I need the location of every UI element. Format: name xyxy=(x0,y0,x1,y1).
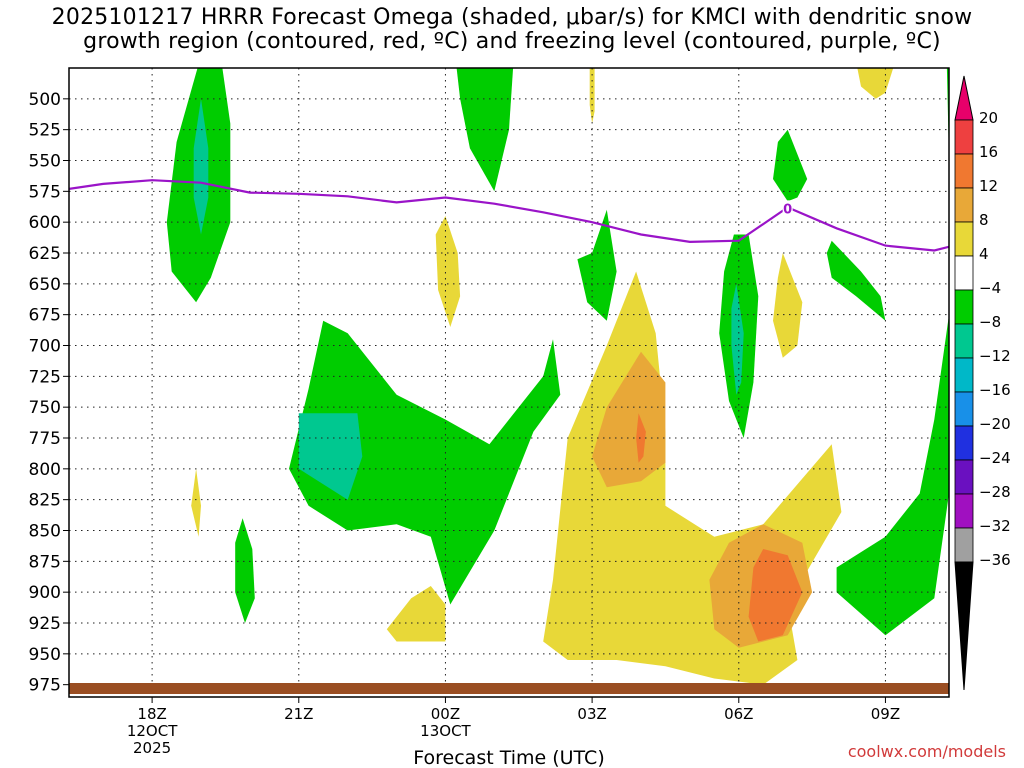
y-tick-label-4: 600 xyxy=(29,213,61,233)
x-axis-label: Forecast Time (UTC) xyxy=(413,747,604,768)
colorbar-label-2: 12 xyxy=(979,177,998,195)
x-tick-label-4: 06Z xyxy=(724,705,753,723)
terrain-ground xyxy=(69,683,949,694)
colorbar-swatch-8 xyxy=(954,391,974,427)
omega-region-16 xyxy=(748,549,803,642)
y-tick-label-15: 875 xyxy=(29,552,61,572)
omega-region-23 xyxy=(386,586,446,642)
colorbar-label-10: −24 xyxy=(979,449,1011,467)
x-tick-label-3: 03Z xyxy=(577,705,606,723)
y-tick-label-12: 800 xyxy=(29,460,61,480)
omega-region-7 xyxy=(826,240,886,321)
y-tick-label-0: 500 xyxy=(29,90,61,110)
omega-region-21 xyxy=(773,253,803,358)
colorbar-swatch-5 xyxy=(954,289,974,325)
x-tick-date-2: 13OCT xyxy=(420,722,471,740)
omega-region-10 xyxy=(836,314,949,636)
omega-region-1 xyxy=(193,98,209,235)
colorbar-label-13: −36 xyxy=(979,551,1011,569)
colorbar-swatch-12 xyxy=(954,527,974,563)
x-tick-date-0: 12OCT xyxy=(127,722,178,740)
colorbar-swatch-4 xyxy=(954,255,974,291)
y-tick-label-9: 725 xyxy=(29,367,61,387)
omega-region-9 xyxy=(298,413,363,500)
y-tick-label-19: 975 xyxy=(29,676,61,696)
y-tick-label-5: 625 xyxy=(29,244,61,264)
credit-text: coolwx.com/models xyxy=(847,742,1006,761)
colorbar-label-11: −28 xyxy=(979,483,1011,501)
omega-region-6 xyxy=(731,283,744,395)
colorbar-label-8: −16 xyxy=(979,381,1011,399)
y-tick-label-6: 650 xyxy=(29,275,61,295)
colorbar-swatch-0 xyxy=(954,119,974,155)
colorbar-label-4: 4 xyxy=(979,245,989,263)
colorbar-swatch-3 xyxy=(954,221,974,257)
x-tick-label-0: 18Z xyxy=(137,705,166,723)
title-line-2: growth region (contoured, red, ºC) and f… xyxy=(83,29,941,54)
chart-title: 2025101217 HRRR Forecast Omega (shaded, … xyxy=(0,6,1024,54)
colorbar-swatch-7 xyxy=(954,357,974,393)
y-axis: 500 525 550 575 600 625 650 675 700 725 750 775 800 8… xyxy=(29,90,69,696)
omega-shading xyxy=(166,68,949,685)
colorbar-label-9: −20 xyxy=(979,415,1011,433)
colorbar-label-3: 8 xyxy=(979,211,989,229)
omega-region-19 xyxy=(589,68,595,124)
colorbar-swatch-10 xyxy=(954,459,974,495)
y-tick-label-13: 825 xyxy=(29,491,61,511)
plot-frame xyxy=(68,67,950,698)
omega-region-8 xyxy=(289,320,561,605)
omega-region-12 xyxy=(235,518,255,623)
colorbar-swatch-2 xyxy=(954,187,974,223)
colorbar-swatch-9 xyxy=(954,425,974,461)
colorbar-label-0: 20 xyxy=(979,109,998,127)
y-tick-label-3: 575 xyxy=(29,182,61,202)
colorbar-label-5: −4 xyxy=(979,279,1001,297)
colorbar-swatch-6 xyxy=(954,323,974,359)
y-tick-label-14: 850 xyxy=(29,522,61,542)
x-tick-year-0: 2025 xyxy=(133,739,171,757)
colorbar: 20 16 12 8 4 −4 −8 −12 −16 −20 −24 −28 −32 −36 xyxy=(954,75,1011,691)
x-tick-label-1: 21Z xyxy=(284,705,313,723)
y-tick-label-16: 900 xyxy=(29,583,61,603)
omega-region-2 xyxy=(456,68,514,192)
y-tick-label-11: 775 xyxy=(29,429,61,449)
omega-region-18 xyxy=(435,216,461,327)
freezing-level-label-bg xyxy=(782,200,793,215)
y-tick-label-1: 525 xyxy=(29,121,61,141)
y-tick-label-10: 750 xyxy=(29,398,61,418)
colorbar-label-12: −32 xyxy=(979,517,1011,535)
freezing-level-contour: 0 xyxy=(69,179,949,252)
omega-region-17 xyxy=(636,413,646,463)
y-tick-label-18: 950 xyxy=(29,645,61,665)
y-tick-label-7: 675 xyxy=(29,306,61,326)
omega-region-20 xyxy=(857,68,894,99)
colorbar-label-7: −12 xyxy=(979,347,1011,365)
freezing-level-line xyxy=(69,179,949,252)
colorbar-label-1: 16 xyxy=(979,143,998,161)
colorbar-swatch-11 xyxy=(954,493,974,529)
colorbar-bottom-arrow xyxy=(954,561,974,691)
colorbar-top-arrow xyxy=(954,75,974,121)
colorbar-label-6: −8 xyxy=(979,313,1001,331)
colorbar-swatch-1 xyxy=(954,153,974,189)
freezing-level-label: 0 xyxy=(783,202,792,217)
omega-region-22 xyxy=(191,468,201,537)
omega-region-14 xyxy=(592,351,666,488)
title-line-1: 2025101217 HRRR Forecast Omega (shaded, … xyxy=(51,5,973,30)
x-tick-label-2: 00Z xyxy=(431,705,460,723)
omega-region-3 xyxy=(577,209,617,321)
y-tick-label-8: 700 xyxy=(29,337,61,357)
omega-region-4 xyxy=(773,129,808,202)
x-tick-label-5: 09Z xyxy=(871,705,900,723)
y-tick-label-2: 550 xyxy=(29,152,61,172)
y-tick-label-17: 925 xyxy=(29,614,61,634)
